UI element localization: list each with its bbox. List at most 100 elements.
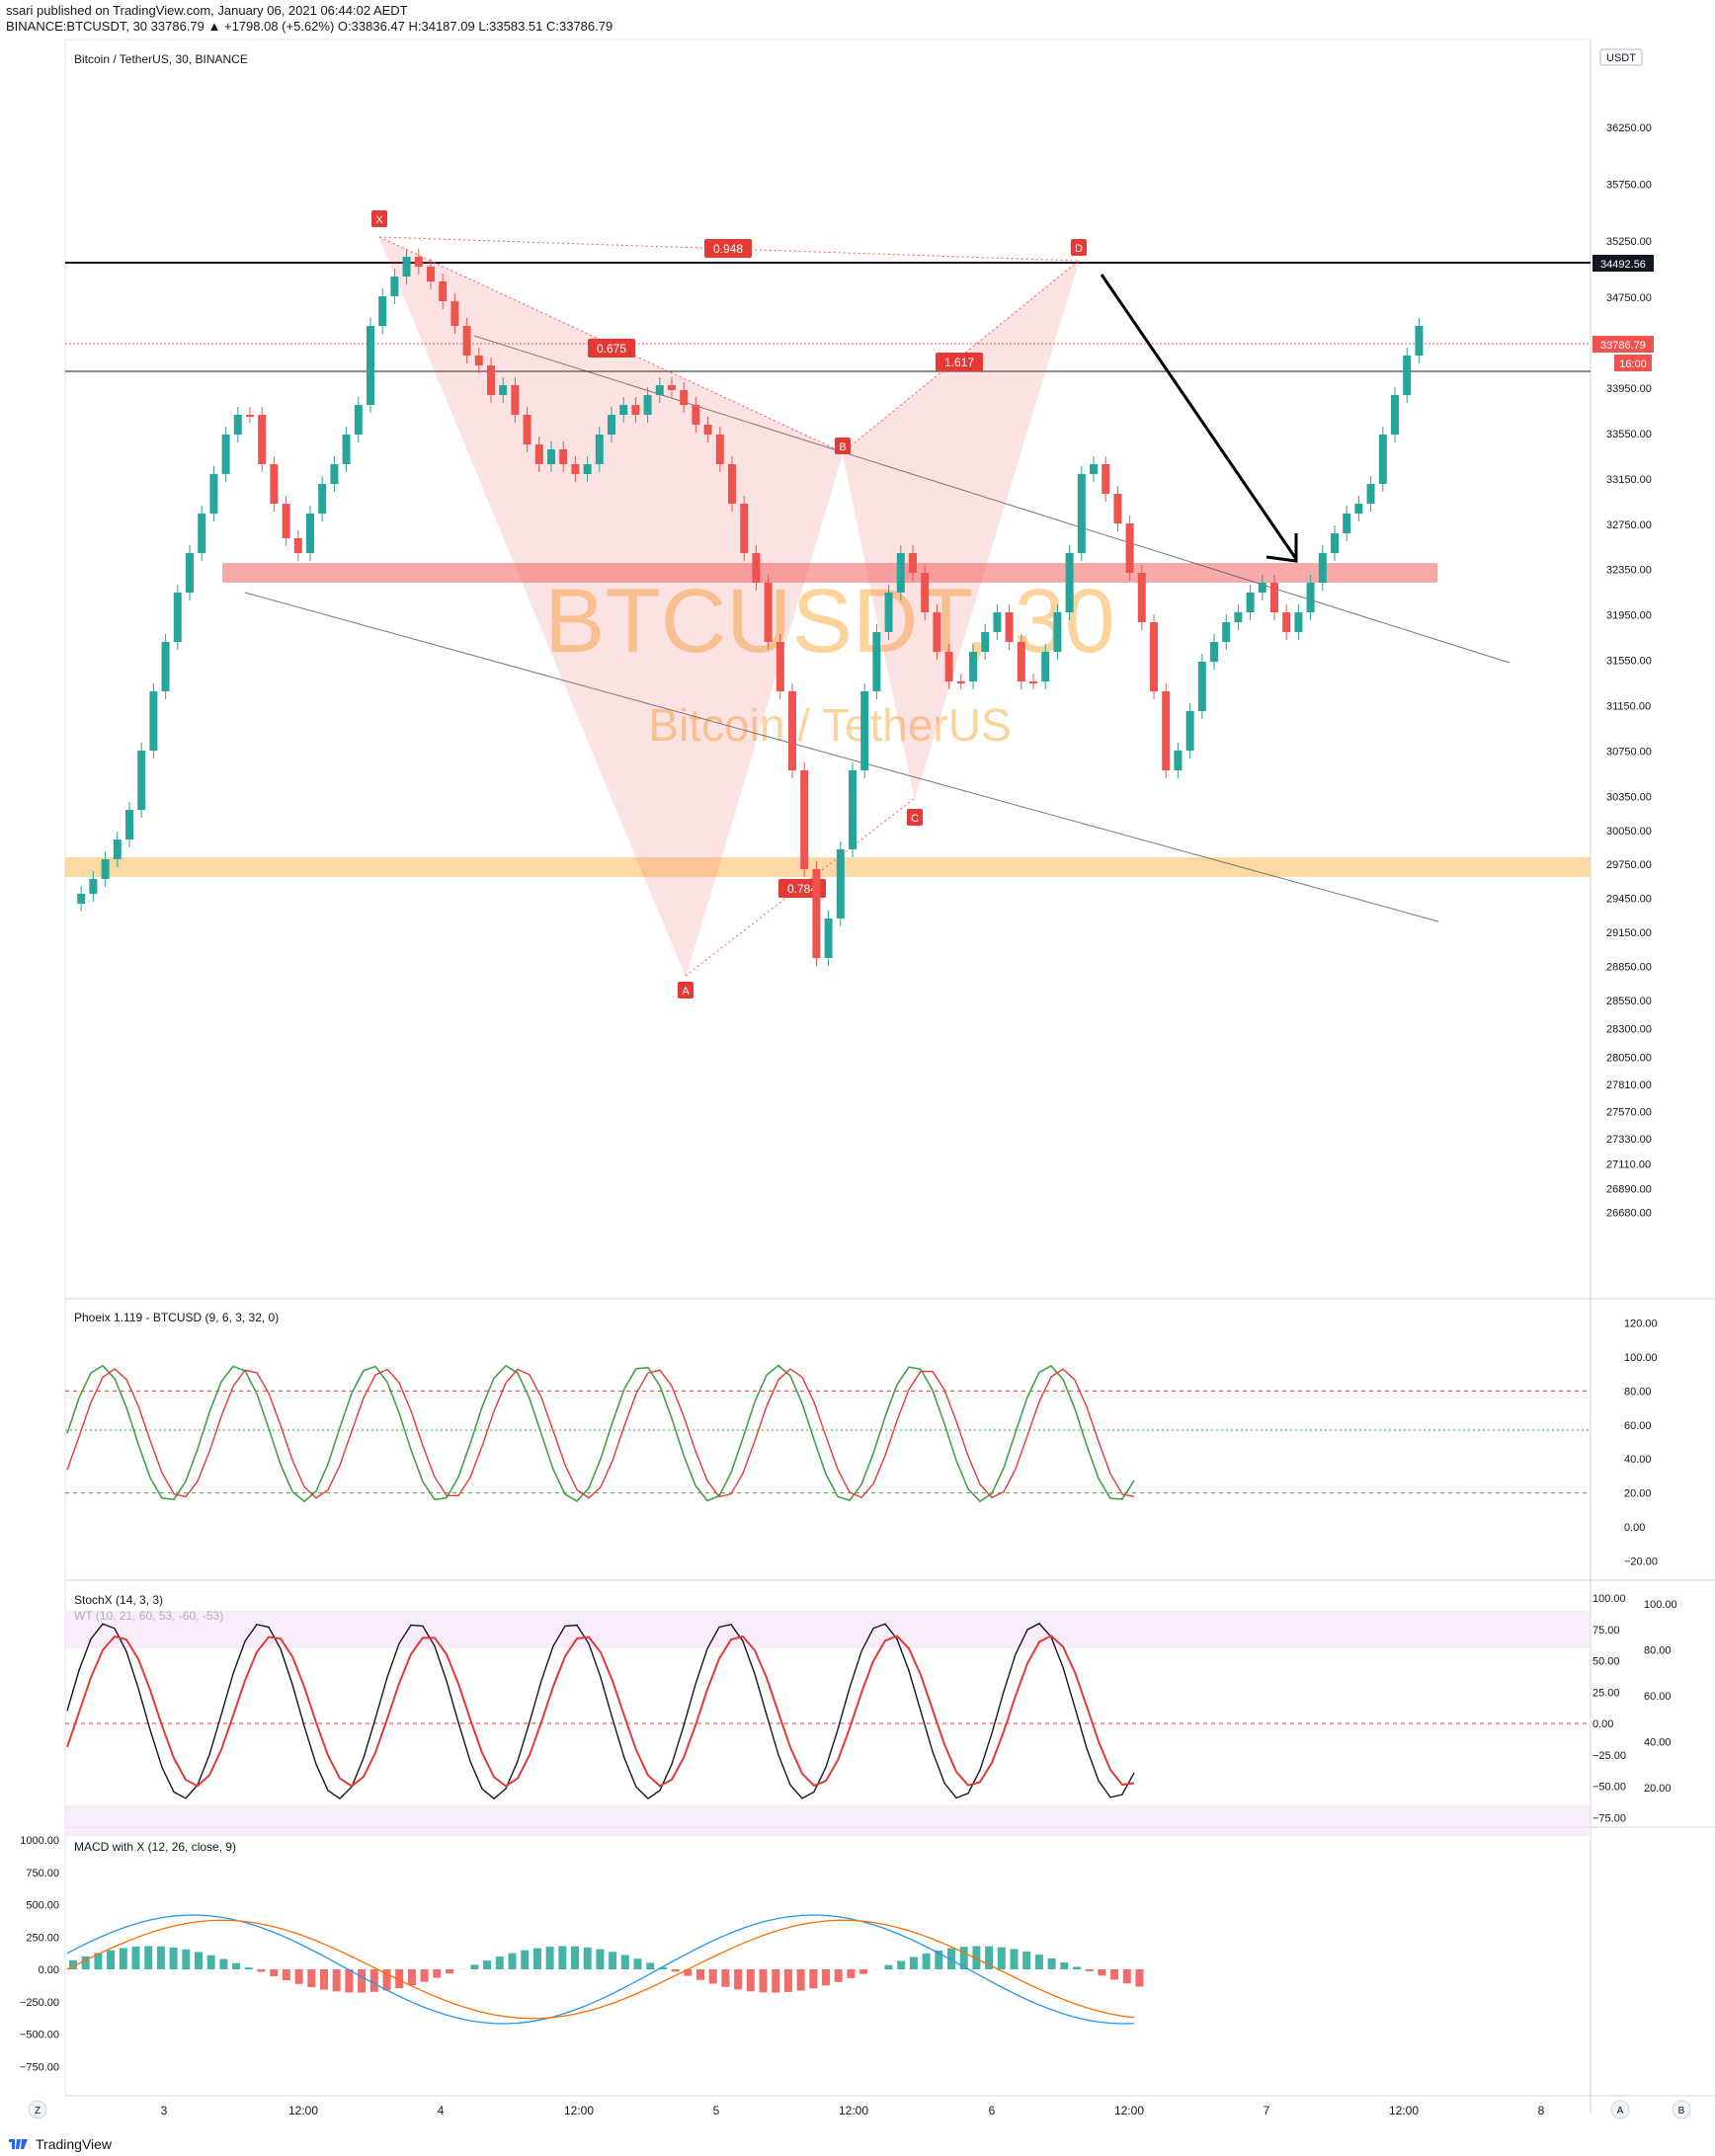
candle-body [909,553,917,573]
candle-body [836,849,845,918]
macd-bar [734,1969,743,1990]
macd-bar [244,1967,253,1969]
stochx-tick-left: −75.00 [1592,1812,1626,1824]
macd-bar [156,1946,165,1969]
macd-line [66,1914,1135,2025]
candle-body [149,691,158,751]
price-tick: 29450.00 [1606,894,1652,906]
macd-bar [1098,1969,1106,1976]
phoeix-tick: 60.00 [1624,1420,1652,1432]
macd-bar [783,1969,792,1992]
macd-bar [959,1947,968,1969]
candle-body [1041,652,1050,681]
macd-bar [521,1950,530,1969]
candle-body [487,365,495,395]
macd-bar [483,1960,492,1969]
change-label: 33786.79 ▲ +1798.08 (+5.62%) [150,19,335,34]
macd-bar [495,1956,504,1969]
candle-body [101,859,110,879]
macd-bar [658,1966,667,1969]
candle-body [692,405,700,425]
time-tick: 8 [1538,2104,1545,2117]
pattern-point-box [678,982,694,998]
time-tick: 12:00 [1114,2104,1144,2117]
candle-body [161,642,170,691]
candle-body [969,652,977,681]
macd-bar [433,1969,442,1978]
currency-label: USDT [1606,52,1636,64]
candle-body [1162,691,1171,770]
macd-bar [609,1952,617,1969]
macd-bar [822,1969,830,1986]
candle-body [462,326,471,356]
pattern-ratio-line-3 [842,260,1080,453]
candle-body [668,385,676,390]
macd-bar [369,1969,378,1992]
time-tick: 3 [161,2104,168,2117]
macd-bar [107,1950,116,1969]
pattern-point-box [371,210,387,227]
projection-arrow-head [1266,533,1298,563]
price-tick: 26680.00 [1606,1208,1652,1220]
candles-group [77,249,1424,966]
candle-body [1113,494,1122,523]
macd-bar [270,1969,279,1976]
pattern-point-label: D [1075,243,1083,255]
candle-body [330,464,339,484]
resistance-zone [222,563,1437,583]
macd-bar [131,1946,140,1969]
stochx-ob-band [65,1610,1591,1648]
symbol-ohlc-line: BINANCE:BTCUSDT, 30 33786.79 ▲ +1798.08 … [6,19,612,34]
candle-body [474,356,483,365]
candle-body [402,257,411,277]
candle-body [113,839,122,859]
tradingview-logo[interactable]: TradingView [8,2136,112,2152]
macd-bar [696,1969,704,1980]
macd-tick: −750.00 [20,2061,59,2073]
macd-bar [884,1964,893,1969]
candle-body [1415,326,1424,356]
candle-body [715,435,724,464]
candle-body [233,415,242,435]
stochx-tick-right: 60.00 [1644,1691,1672,1703]
candle-body [1210,642,1218,662]
price-tick: 28050.00 [1606,1052,1652,1064]
macd-bar [772,1969,780,1993]
price-tick: 33550.00 [1606,429,1652,440]
candle-body [270,464,279,504]
phoeix-tick: 120.00 [1624,1318,1658,1330]
candle-body [703,425,712,435]
price-tick: 31550.00 [1606,656,1652,668]
price-tick: 28550.00 [1606,996,1652,1007]
candle-body [944,652,953,681]
phoeix-tick: 40.00 [1624,1454,1652,1466]
candle-body [1331,533,1339,553]
candle-body [800,770,809,869]
candle-body [258,415,267,464]
macd-bar [684,1969,693,1976]
candle-body [849,770,857,849]
phoeix-title: Phoeix 1.119 - BTCUSD (9, 6, 3, 32, 0) [74,1311,279,1324]
ohlc-label: O:33836.47 H:34187.09 L:33583.51 C:33786… [337,19,613,34]
macd-tick: 750.00 [26,1868,59,1879]
candle-body [1185,711,1194,751]
pattern-point-box [835,438,851,454]
candle-body [1029,681,1037,683]
candle-body [354,405,363,435]
candle-body [824,918,833,958]
price-tick: 28300.00 [1606,1024,1652,1036]
macd-bar [169,1947,178,1969]
ratio-label: 0.948 [713,242,743,256]
candle-body [1270,583,1278,612]
macd-bar [1034,1955,1043,1969]
corner-button-label: A [1617,2106,1624,2116]
stochx-tick-left: 75.00 [1592,1625,1620,1637]
macd-tick: 250.00 [26,1932,59,1944]
candle-body [752,553,761,583]
ratio-label: 0.675 [597,342,626,356]
macd-bar [897,1960,906,1969]
macd-bar [633,1958,642,1969]
candle-body [860,691,869,770]
macd-bar [395,1969,404,1989]
